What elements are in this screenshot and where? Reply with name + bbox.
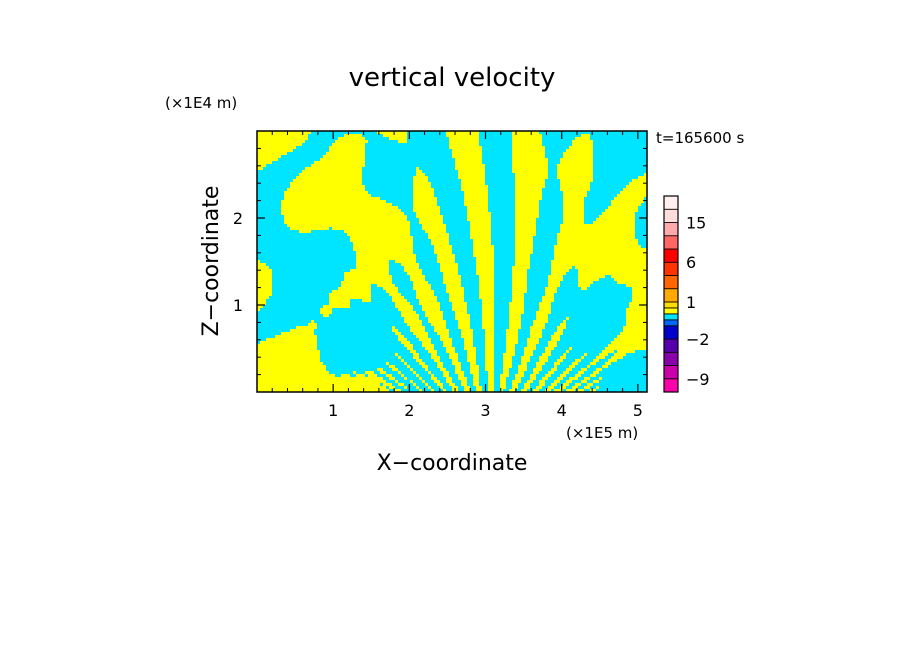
chart-title: vertical velocity: [349, 63, 556, 93]
colorbar-tick-label: 15: [686, 213, 706, 232]
plot-frame: [256, 130, 648, 393]
colorbar-band: [663, 261, 679, 276]
colorbar-band: [663, 248, 679, 263]
colorbar-frame: [663, 195, 679, 393]
colorbar-tick-label: 6: [686, 253, 696, 272]
x-axis: 1 2 3 4 5: [271, 131, 643, 420]
colorbar-band: [663, 301, 679, 309]
colorbar-band: [663, 351, 679, 366]
colorbar-band: [663, 235, 679, 250]
plot-area: [257, 131, 647, 392]
colorbar-band: [663, 195, 679, 210]
colorbar-band: [663, 222, 679, 237]
x-axis-label: X−coordinate: [377, 451, 528, 476]
colorbar-band: [663, 325, 679, 340]
x-scale-label: (×1E5 m): [566, 424, 638, 442]
colorbar-band: [663, 275, 679, 290]
colorbar: −9 −2 1 6 15: [663, 195, 710, 393]
colorbar-tick-label: −2: [686, 330, 710, 349]
colorbar-tick-label: −9: [686, 370, 710, 389]
x-tick-label: 1: [328, 401, 338, 420]
colorbar-band: [663, 378, 679, 393]
time-label: t=165600 s: [656, 129, 744, 147]
colorbar-band: [663, 208, 679, 223]
colorbar-band: [663, 288, 679, 303]
colorbar-band: [663, 338, 679, 353]
y-tick-label: 1: [233, 296, 243, 315]
colorbar-band: [663, 365, 679, 380]
y-axis-label: Z−coordinate: [199, 186, 224, 337]
y-scale-label: (×1E4 m): [165, 94, 237, 112]
y-tick-label: 2: [233, 209, 243, 228]
y-axis: 12: [233, 147, 647, 376]
colorbar-band: [663, 313, 679, 321]
colorbar-band: [663, 307, 679, 315]
colorbar-tick-label: 1: [686, 293, 696, 312]
x-tick-label: 4: [557, 401, 567, 420]
x-tick-label: 2: [404, 401, 414, 420]
x-tick-label: 3: [480, 401, 490, 420]
x-tick-label: 5: [633, 401, 643, 420]
field-positive-bands: [257, 131, 647, 392]
colorbar-band: [663, 319, 679, 327]
